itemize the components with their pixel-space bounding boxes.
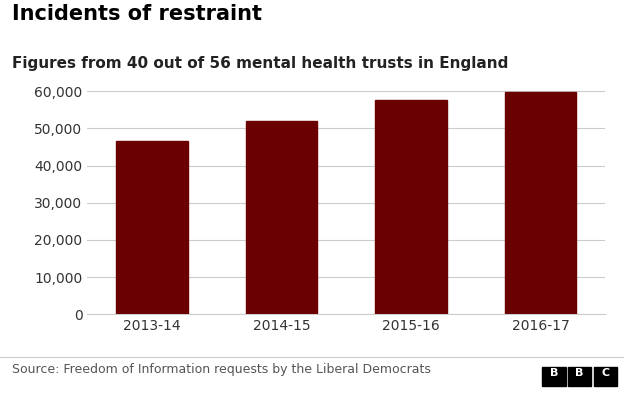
Bar bbox=[505, 92, 576, 314]
Text: Source: Freedom of Information requests by the Liberal Democrats: Source: Freedom of Information requests … bbox=[12, 363, 431, 376]
Bar bbox=[246, 121, 317, 314]
Bar bbox=[376, 100, 447, 314]
Text: B: B bbox=[550, 368, 558, 378]
Text: Incidents of restraint: Incidents of restraint bbox=[12, 4, 263, 24]
Text: C: C bbox=[601, 368, 610, 378]
Bar bbox=[117, 141, 188, 314]
Text: B: B bbox=[575, 368, 584, 378]
Text: Figures from 40 out of 56 mental health trusts in England: Figures from 40 out of 56 mental health … bbox=[12, 56, 509, 71]
